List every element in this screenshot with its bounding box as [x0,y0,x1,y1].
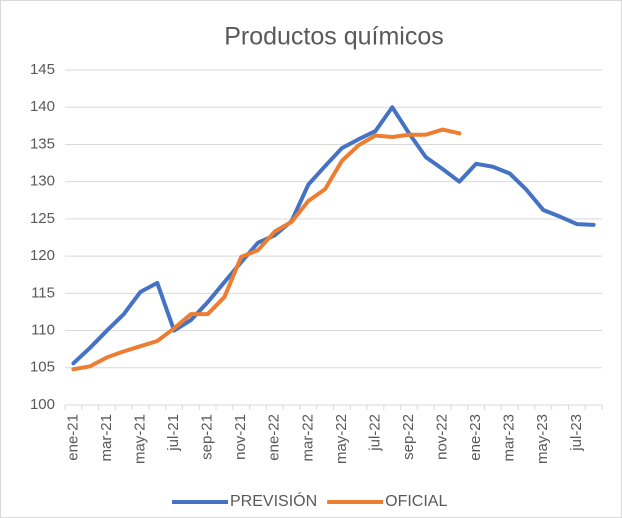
y-tick-label: 110 [31,322,55,339]
y-tick-label: 120 [30,247,55,264]
y-tick-label: 105 [30,359,55,376]
x-tick-label: mar-21 [98,414,115,462]
y-tick-label: 130 [30,173,55,190]
series-line [71,105,596,366]
x-tick-label: nov-22 [434,414,451,460]
x-tick-label: sep-21 [199,414,216,460]
y-tick-label: 100 [30,396,55,413]
y-tick-label: 125 [30,210,55,227]
x-tick-label: may-23 [534,414,551,464]
y-tick-label: 140 [30,98,55,115]
x-tick-label: mar-23 [501,414,518,462]
x-tick-label: jul-21 [165,414,182,452]
x-tick-label: ene-21 [64,414,81,461]
x-tick-label: sep-22 [400,414,417,460]
x-tick-label: ene-23 [467,414,484,461]
x-tick-label: nov-21 [232,414,249,460]
legend-label: OFICIAL [385,493,447,510]
x-tick-label: jul-23 [568,414,585,452]
x-tick-label: may-22 [333,414,350,464]
y-tick-label: 115 [31,284,55,301]
x-tick-label: ene-22 [266,414,283,461]
x-tick-label: mar-22 [299,414,316,462]
legend-label: PREVISIÓN [230,491,317,510]
chart-title: Productos químicos [224,23,444,51]
y-tick-label: 145 [30,61,55,78]
series-line [71,127,462,372]
x-tick-label: may-21 [131,414,148,464]
y-tick-label: 135 [30,135,55,152]
x-tick-label: jul-22 [366,414,383,452]
